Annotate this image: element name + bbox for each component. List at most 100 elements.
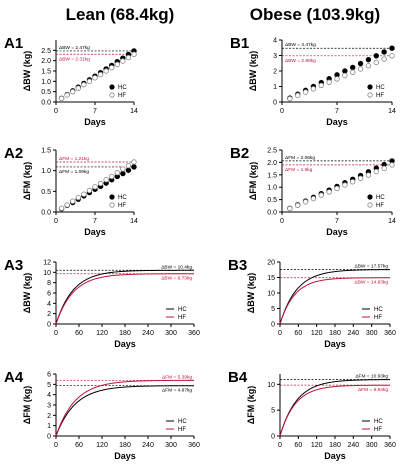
- x-axis-label: Days: [324, 451, 346, 461]
- y-tick-label: 1.0: [41, 79, 51, 86]
- data-point: [103, 177, 109, 183]
- y-tick-label: 2: [273, 69, 277, 76]
- y-tick-label: 1.5: [41, 69, 51, 76]
- data-point: [373, 168, 379, 175]
- annotation-label: ΔBW = 2.98kg: [285, 58, 316, 64]
- x-tick-label: 0: [54, 442, 58, 449]
- annotation-label: ΔFM = 5.39kg: [162, 374, 192, 380]
- x-tick-label: 0: [280, 218, 284, 225]
- data-point: [365, 63, 372, 69]
- data-point: [120, 170, 126, 177]
- y-tick-label: 5: [271, 306, 275, 313]
- y-tick-label: 20: [267, 260, 275, 267]
- panel-label: A4: [4, 369, 24, 386]
- annotation-label: ΔBW = 17.57kg: [355, 264, 389, 270]
- x-axis-label: Days: [84, 227, 106, 237]
- panel-label: B2: [230, 145, 249, 162]
- annotation-label: ΔBW = 10.4kg: [161, 264, 192, 270]
- legend-marker: [109, 92, 115, 98]
- y-axis-label: ΔFM (kg): [22, 162, 32, 200]
- data-point: [326, 189, 332, 195]
- y-tick-label: 15: [267, 275, 275, 282]
- series-line: [55, 385, 195, 437]
- annotation-label: ΔFM = 1.09kg: [59, 169, 89, 175]
- x-tick-label: 0: [278, 442, 282, 449]
- data-point: [373, 53, 379, 59]
- data-point: [365, 56, 372, 63]
- x-tick-label: 120: [96, 442, 108, 449]
- panel-a1: A1 0.0 0.5 1.0 1.5 2.0 2.5 0 7 14 Days ΔBW (kg) ΔBW …: [4, 35, 138, 127]
- x-tick-label: 14: [388, 108, 396, 115]
- y-tick-label: 3: [47, 403, 51, 410]
- y-tick-label: 5: [47, 382, 51, 389]
- annotation-label: ΔFM = 1.9kg: [285, 167, 313, 173]
- data-point: [97, 71, 104, 78]
- x-tick-label: 300: [165, 330, 177, 337]
- y-axis-label: ΔFM (kg): [22, 386, 32, 424]
- y-tick-label: 2: [47, 311, 51, 318]
- y-tick-label: 1.5: [41, 148, 51, 155]
- y-tick-label: 0: [271, 434, 275, 441]
- y-tick-label: 2: [47, 413, 51, 420]
- data-point: [350, 64, 356, 71]
- legend-label: HF: [118, 203, 126, 209]
- legend-label: HC: [376, 195, 385, 201]
- column-title-obese: Obese (103.9kg): [250, 5, 380, 24]
- y-tick-label: 0: [271, 322, 275, 329]
- data-point: [381, 56, 387, 62]
- data-point: [373, 59, 379, 66]
- legend-marker: [109, 84, 115, 90]
- data-point: [109, 64, 115, 71]
- x-axis-label: Days: [114, 339, 136, 349]
- x-tick-label: 360: [188, 442, 200, 449]
- legend-label: HC: [178, 307, 187, 313]
- y-tick-label: 0.5: [267, 197, 277, 204]
- panel-label: A1: [4, 35, 23, 52]
- y-tick-label: 1.0: [41, 168, 51, 175]
- data-point: [365, 172, 372, 178]
- x-tick-label: 300: [366, 442, 378, 449]
- data-point: [58, 95, 65, 102]
- annotation-label: ΔBW = 2.47kg: [59, 45, 90, 51]
- y-tick-label: 8: [47, 280, 51, 287]
- legend-label: HF: [376, 203, 384, 209]
- legend-label: HC: [374, 419, 383, 425]
- data-point: [357, 66, 364, 72]
- y-tick-label: 0.0: [267, 210, 277, 217]
- x-tick-label: 360: [188, 330, 200, 337]
- data-point: [357, 175, 364, 181]
- x-tick-label: 60: [294, 330, 302, 337]
- x-tick-label: 300: [165, 442, 177, 449]
- x-tick-label: 180: [119, 330, 131, 337]
- data-point: [334, 76, 340, 82]
- y-tick-label: 4: [47, 392, 51, 399]
- x-tick-label: 120: [96, 330, 108, 337]
- legend-marker: [367, 92, 373, 98]
- data-point: [70, 198, 76, 204]
- series-line: [279, 269, 391, 325]
- panel-b4: B4 0 5 10 0 60 120 180 240 300 360 Days ΔFM (kg) ΔFM …: [228, 369, 396, 461]
- y-tick-label: 2.5: [267, 148, 277, 155]
- data-point: [86, 78, 93, 85]
- y-tick-label: 1: [47, 423, 51, 430]
- legend-label: HC: [178, 419, 187, 425]
- panel-label: A2: [4, 145, 23, 162]
- y-tick-label: 0: [47, 434, 51, 441]
- y-tick-label: 0.5: [41, 189, 51, 196]
- legend-label: HF: [374, 315, 382, 321]
- data-point: [114, 61, 120, 68]
- series-line: [279, 379, 390, 437]
- data-point: [326, 79, 332, 85]
- data-point: [389, 162, 395, 168]
- data-point: [131, 159, 137, 165]
- x-tick-label: 120: [311, 330, 323, 337]
- data-point: [120, 58, 126, 64]
- panel-a2: A2 0.0 0.5 1.0 1.5 0 7 14 Days ΔFM (kg) ΔFM = 1.21…: [4, 145, 138, 237]
- y-tick-label: 6: [47, 291, 51, 298]
- x-tick-label: 7: [335, 218, 339, 225]
- annotation-label: ΔBW = 9.73kg: [161, 276, 192, 282]
- data-point: [131, 51, 137, 57]
